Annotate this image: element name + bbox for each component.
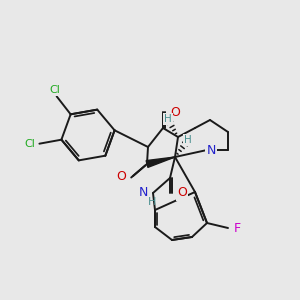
Text: Cl: Cl	[25, 139, 35, 149]
Text: H: H	[164, 114, 172, 124]
Polygon shape	[146, 157, 175, 167]
Text: O: O	[170, 106, 180, 118]
Text: H: H	[148, 197, 156, 207]
Text: O: O	[177, 187, 187, 200]
Text: N: N	[139, 187, 148, 200]
Text: F: F	[234, 221, 241, 235]
Text: Cl: Cl	[49, 85, 60, 95]
Text: O: O	[116, 169, 126, 182]
Text: N: N	[206, 143, 216, 157]
Text: H: H	[184, 135, 192, 145]
